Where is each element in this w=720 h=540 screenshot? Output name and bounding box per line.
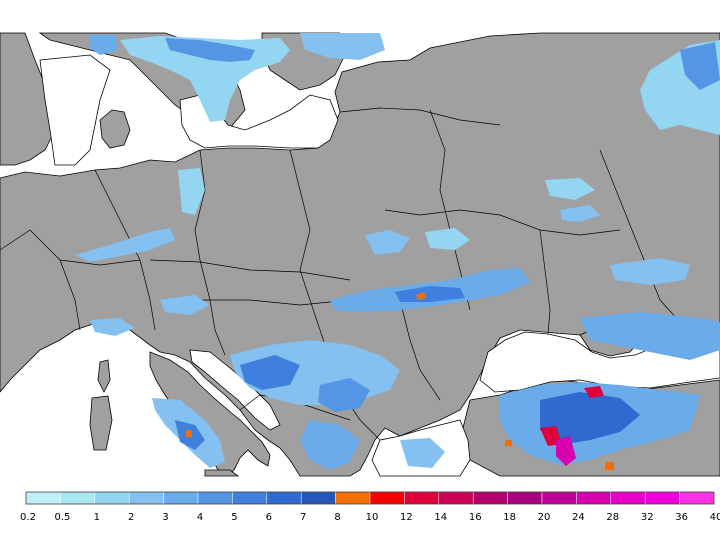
precipitation-legend: 0.2 0.5 1 2 3 4 5 6 7 8 10 12 14 16 18 20 24 28 32 36 40 [20,491,720,523]
legend-label: 5 [231,512,237,523]
rain-area-balkans-core [240,355,300,390]
legend-swatch [60,491,96,505]
legend-swatch [576,491,612,505]
legend-label: 3 [162,512,168,523]
legend-swatch [232,491,268,505]
legend-label: 0.2 [20,512,36,523]
legend-swatch [94,491,130,505]
rain-band-carpathian-core [395,286,465,302]
legend-swatch [438,491,474,505]
rain-area-ukraine-west [425,228,470,250]
legend-swatch [507,491,543,505]
legend-swatches [25,491,715,505]
legend-labels: 0.2 0.5 1 2 3 4 5 6 7 8 10 12 14 16 18 20 24 28 32 36 40 [20,512,720,523]
heavy-rain-blacksea-1 [584,386,604,398]
rain-area-russia-south [545,178,595,200]
legend-label: 18 [503,512,516,523]
rain-area-northeast-core [680,42,720,90]
precipitation-map [0,32,720,477]
legend-swatch [369,491,405,505]
legend-label: 16 [469,512,482,523]
legend-swatch [163,491,199,505]
legend-swatch [128,491,164,505]
sardinia [89,395,113,451]
sicily [204,469,240,477]
rain-area-russia-mid [560,205,600,222]
legend-label: 1 [94,512,100,523]
heavy-rain-italy [186,430,192,437]
heavy-rain-anatolia [556,436,576,466]
legend-label: 6 [266,512,272,523]
precipitation-areas [75,33,720,470]
legend-swatch [404,491,440,505]
legend-label: 10 [366,512,379,523]
legend-swatch [472,491,508,505]
legend-label: 40 [710,512,720,523]
legend-swatch [610,491,646,505]
legend-label: 24 [572,512,585,523]
country-borders [0,107,681,441]
corsica [97,359,111,393]
rain-area-ukraine-east [610,258,690,285]
rain-area-germany [160,295,210,315]
legend-swatch [300,491,336,505]
north-sea [39,54,111,166]
rain-area-blacksea-core [540,392,640,445]
rain-area-norway [90,35,118,55]
rain-area-aegean [400,438,445,468]
legend-label: 12 [400,512,413,523]
heavy-rain-orange-2 [605,462,614,470]
legend-label: 4 [197,512,203,523]
rain-area-greece [300,420,360,470]
adriatic-sea [189,349,281,431]
denmark [99,109,131,149]
legend-border [25,491,715,505]
legend-label: 32 [641,512,654,523]
legend-label: 20 [538,512,551,523]
heavy-rain-orange-1 [505,440,512,446]
rain-area-baltic [178,168,205,215]
legend-swatch [335,491,371,505]
legend-label: 0.5 [54,512,70,523]
legend-swatch [541,491,577,505]
legend-swatch [644,491,680,505]
rain-area-scandinavia-core [165,38,255,62]
legend-label: 28 [606,512,619,523]
rain-area-serbia [318,378,370,412]
rain-band-central [75,228,175,262]
rain-area-azov [580,312,720,360]
rain-area-north [300,33,385,60]
legend-swatch [25,491,61,505]
legend-label: 14 [434,512,447,523]
legend-swatch [679,491,715,505]
legend-label: 2 [128,512,134,523]
legend-swatch [266,491,302,505]
rain-area-czech [365,230,410,255]
legend-label: 7 [300,512,306,523]
legend-label: 36 [675,512,688,523]
heavy-rain-carpathian [416,292,426,300]
legend-label: 8 [334,512,340,523]
baltic-sea [179,94,339,149]
legend-swatch [197,491,233,505]
rain-area-italy-north [90,318,135,336]
